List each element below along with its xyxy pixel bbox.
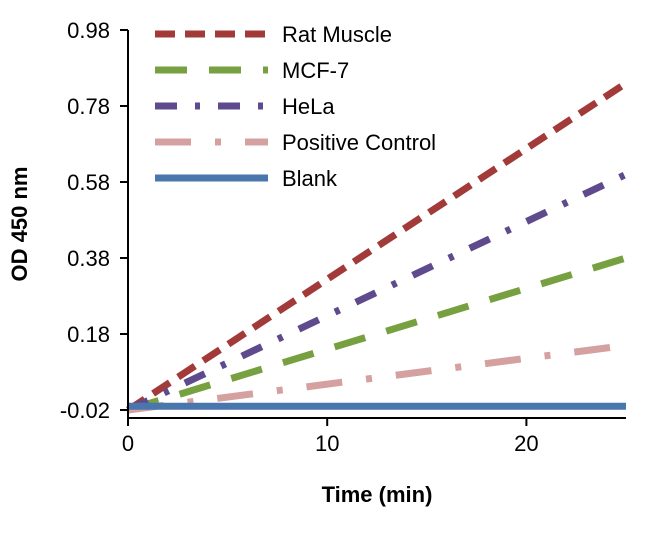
y-tick-label: 0.58 [67, 170, 110, 195]
legend-label: Positive Control [282, 130, 436, 155]
series-line-1 [126, 254, 628, 414]
legend-label: Blank [282, 166, 338, 191]
series-layer [126, 80, 628, 414]
series-line-0 [126, 80, 628, 413]
x-ticks: 0 10 20 [122, 418, 539, 456]
axes-layer [127, 30, 626, 419]
legend-label: MCF-7 [282, 58, 349, 83]
x-tick-label: 10 [315, 431, 339, 456]
y-tick-label: 0.78 [67, 94, 110, 119]
y-ticks: -0.02 0.18 0.38 0.58 0.78 0.98 [60, 18, 128, 423]
legend-label: HeLa [282, 94, 335, 119]
y-tick-label: 0.38 [67, 246, 110, 271]
y-axis-title: OD 450 nm [7, 167, 32, 282]
legend-label: Rat Muscle [282, 22, 392, 47]
series-line-2 [126, 171, 628, 414]
y-tick-label: 0.98 [67, 18, 110, 43]
x-axis-title: Time (min) [322, 482, 433, 507]
x-tick-label: 20 [514, 431, 538, 456]
y-tick-label: -0.02 [60, 398, 110, 423]
y-tick-label: 0.18 [67, 322, 110, 347]
legend: Rat Muscle MCF-7 HeLa Positive Control Blank [155, 22, 436, 191]
x-tick-label: 0 [122, 431, 134, 456]
